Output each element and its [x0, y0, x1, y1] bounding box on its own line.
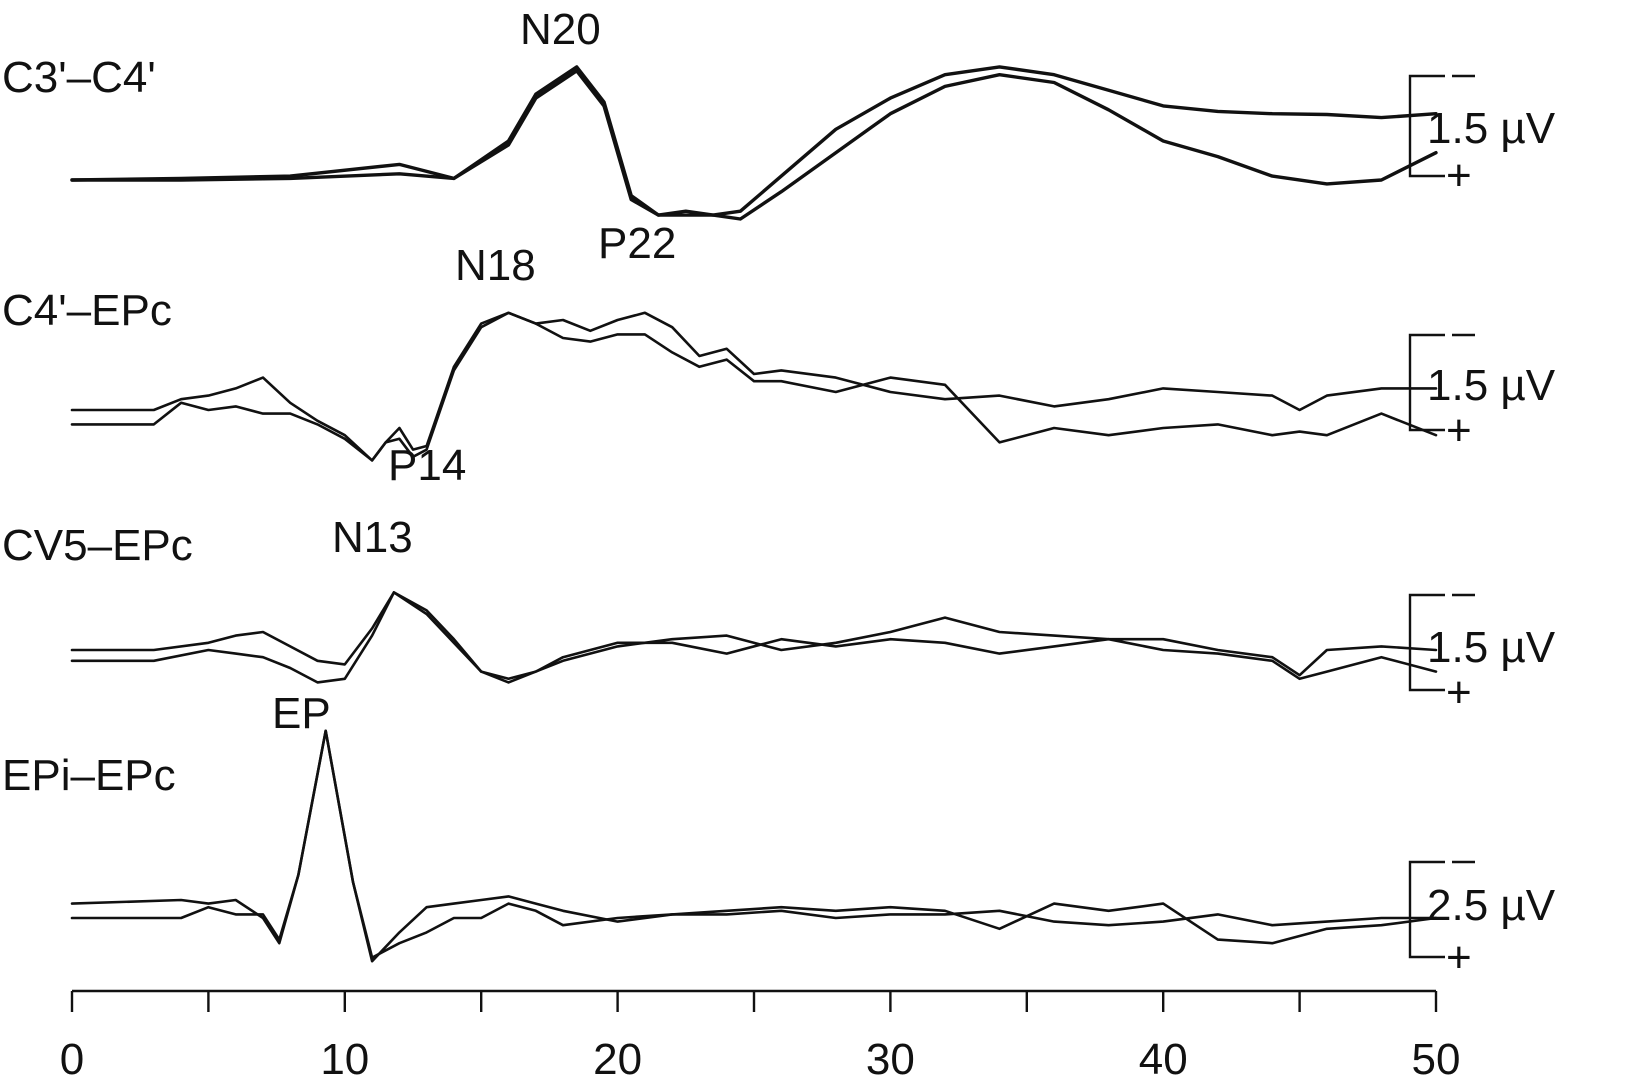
- peak-label-p22: P22: [598, 219, 676, 268]
- trace-panel-4-series-1: [70, 729, 1438, 963]
- peak-label-n20: N20: [520, 5, 601, 54]
- x-axis-tick-label: 30: [866, 1035, 915, 1082]
- scale-plus-1: +: [1446, 151, 1472, 200]
- scale-value-2: 1.5 µV: [1427, 361, 1556, 410]
- channel-label-c3-c4: C3'–C4': [2, 53, 156, 102]
- channel-label-c4-epc: C4'–EPc: [2, 286, 172, 335]
- x-axis-tick-label: 40: [1139, 1035, 1188, 1082]
- scale-bar-3: 1.5 µV +: [1408, 593, 1556, 717]
- x-axis-tick-label: 50: [1412, 1035, 1461, 1082]
- trace-panel-1-series-2: [70, 69, 1438, 221]
- trace-panel-1-series-1: [70, 65, 1438, 217]
- scale-value-4: 2.5 µV: [1427, 881, 1556, 930]
- channel-label-epi-epc: EPi–EPc: [2, 751, 176, 800]
- trace-panel-4-series-2: [70, 729, 1438, 959]
- x-axis-tick-label: 20: [593, 1035, 642, 1082]
- x-axis: 0 10 20 30 40 50: [60, 989, 1461, 1082]
- scale-value-3: 1.5 µV: [1427, 623, 1556, 672]
- peak-label-n13: N13: [332, 513, 413, 562]
- x-axis-tick-label: 10: [320, 1035, 369, 1082]
- trace-panel-2-series-2: [70, 311, 1438, 462]
- scale-bar-1: 1.5 µV +: [1408, 74, 1556, 200]
- channel-label-cv5-epc: CV5–EPc: [2, 521, 193, 570]
- scale-bar-2: 1.5 µV +: [1408, 333, 1556, 455]
- trace-panel-2-series-1: [70, 311, 1438, 462]
- peak-label-n18: N18: [455, 241, 536, 290]
- scale-value-1: 1.5 µV: [1427, 104, 1556, 153]
- scale-bar-4: 2.5 µV +: [1408, 860, 1556, 982]
- trace-panel-3-series-1: [70, 591, 1438, 681]
- peak-label-ep: EP: [272, 689, 331, 738]
- scale-plus-3: +: [1446, 668, 1472, 717]
- scale-plus-2: +: [1446, 406, 1472, 455]
- scale-plus-4: +: [1446, 933, 1472, 982]
- trace-group: [70, 65, 1438, 963]
- x-axis-tick-label: 0: [60, 1035, 84, 1082]
- trace-panel-3-series-2: [70, 591, 1438, 684]
